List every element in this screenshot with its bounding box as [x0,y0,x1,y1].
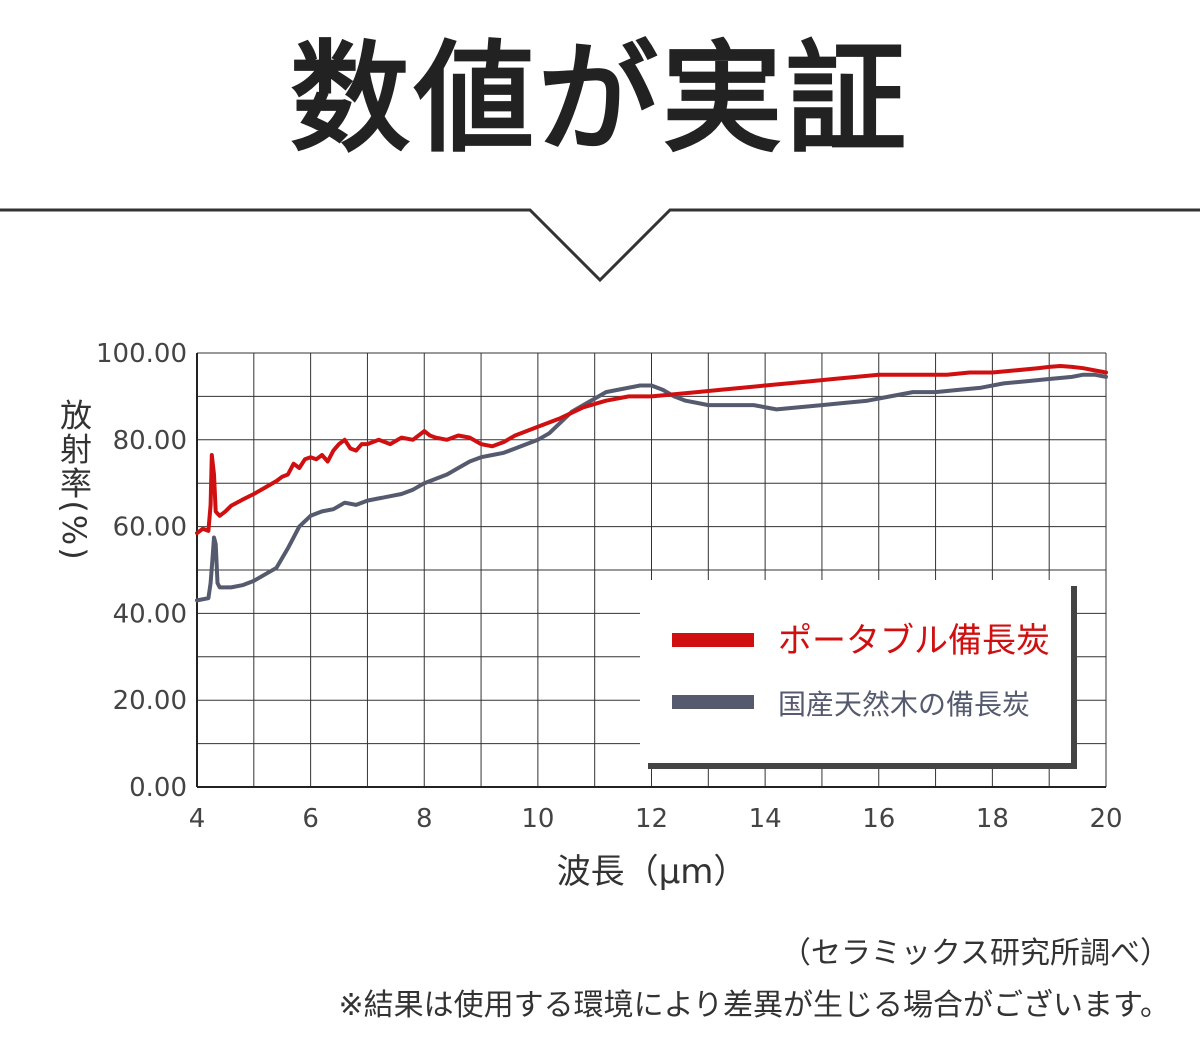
y-tick-label: 20.00 [113,686,187,716]
x-tick-label: 8 [416,804,433,834]
y-axis-label: 放射率(%) [55,398,93,561]
header-divider [0,208,1200,283]
legend-box [640,580,1076,768]
x-axis-label: 波長（μm） [557,852,748,892]
x-tick-label: 12 [635,804,668,834]
legend-label: ポータブル備長炭 [778,621,1050,661]
series-line-portable [195,364,1108,536]
divider-chevron [0,208,1200,283]
disclaimer-note: ※結果は使用する環境により差異が生じる場合がございます。 [338,988,1170,1023]
x-tick-label: 14 [749,804,782,834]
legend-shadow-border [648,586,1077,769]
y-tick-label: 80.00 [113,426,187,456]
x-tick-label: 18 [976,804,1009,834]
y-tick-label: 40.00 [113,599,187,629]
series-line-domestic [195,372,1108,603]
y-axis-ticks: 0.00 20.00 40.00 60.00 80.00 100.00 [96,339,187,803]
chart-series [195,364,1108,603]
x-tick-label: 4 [189,804,206,834]
x-tick-label: 10 [521,804,554,834]
y-tick-label: 100.00 [96,339,187,369]
x-axis-ticks: 4 6 8 10 12 14 16 18 20 [189,804,1123,834]
headline: 数値が実証 [0,10,1200,190]
emissivity-chart: 0.00 20.00 40.00 60.00 80.00 100.00 4 6 8 10 12 14… [55,339,1123,892]
y-tick-label: 60.00 [113,513,187,543]
x-tick-label: 6 [302,804,319,834]
legend-label: 国産天然木の備長炭 [778,688,1030,721]
page-title: 数値が実証 [290,30,910,169]
x-tick-label: 16 [862,804,895,834]
y-tick-label: 0.00 [129,773,187,803]
source-note: （セラミックス研究所調べ） [780,936,1170,971]
x-tick-label: 20 [1089,804,1122,834]
